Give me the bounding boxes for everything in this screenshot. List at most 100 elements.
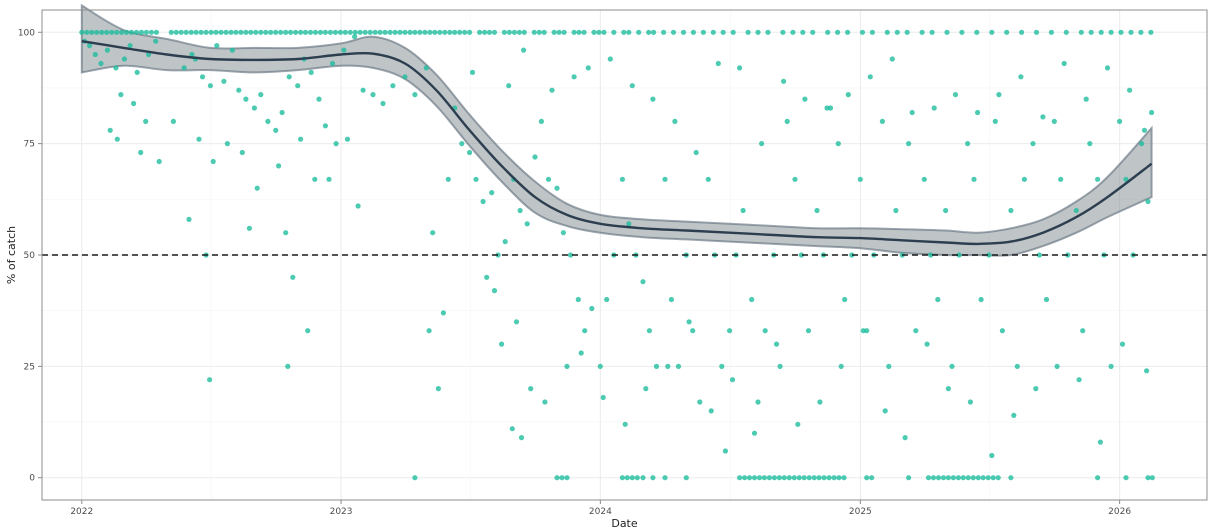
data-point [806,475,812,481]
data-point [564,363,570,369]
data-point [445,176,451,182]
data-point [607,56,613,62]
data-point [842,296,848,303]
data-point [417,29,423,35]
data-point [762,328,768,334]
data-point [1033,29,1040,35]
data-point [218,29,224,35]
data-point [524,221,530,227]
data-point [773,341,780,347]
data-point [1108,29,1114,35]
data-point [1043,296,1050,303]
data-point [412,29,418,35]
data-point [532,154,538,160]
data-point [561,29,567,35]
data-point [697,399,703,405]
data-point [283,230,289,236]
data-point [1033,386,1039,392]
data-point [1036,252,1042,258]
data-point [1095,176,1101,182]
data-point [104,47,110,53]
data-point [921,176,927,182]
data-point [805,328,812,334]
data-point [1098,29,1104,35]
data-point [1076,377,1082,383]
data-point [672,118,678,124]
data-point [902,435,908,441]
data-point [298,29,304,35]
data-point [528,386,534,392]
data-point [1073,207,1079,214]
data-point [127,43,133,49]
data-point [589,305,595,312]
data-point [295,83,301,89]
y-tick-label: 100 [18,28,35,38]
data-point [273,29,279,35]
data-point [950,475,957,481]
data-point [746,475,753,481]
data-point [889,56,895,62]
data-point [326,176,332,182]
data-point [286,74,292,80]
data-point [869,475,875,481]
data-point [1004,29,1010,35]
y-tick-label: 50 [24,251,36,261]
data-point [134,69,140,75]
data-point [559,475,565,481]
data-point [506,29,512,35]
data-point [263,29,269,35]
data-point [506,83,512,89]
data-point [1061,60,1067,67]
data-point [153,29,159,35]
data-point [960,475,966,481]
data-point [392,29,398,35]
data-point [765,29,771,35]
data-point [693,149,699,156]
data-point [796,475,802,481]
data-point [1088,29,1094,35]
data-point [322,123,328,129]
data-point [208,29,214,35]
data-point [113,65,119,71]
data-point [708,408,714,414]
data-point [824,105,830,111]
data-point [591,29,597,35]
data-point [1008,475,1014,481]
data-point [189,51,195,58]
data-point [447,29,453,35]
data-point [798,252,805,258]
data-point [575,296,581,303]
data-point [710,29,716,35]
data-point [1104,65,1111,71]
data-point [316,96,322,102]
data-point [811,475,817,481]
data-point [790,29,796,35]
data-point [285,363,291,369]
data-point [1030,141,1036,147]
data-point [626,29,632,35]
data-point [786,475,792,481]
data-point [965,475,971,481]
data-point [909,109,915,116]
data-point [1014,363,1020,369]
data-point [551,29,557,35]
data-point [199,74,206,80]
data-point [978,296,984,303]
x-tick-label: 2024 [589,507,612,517]
data-point [554,475,560,481]
data-point [742,475,748,481]
data-point [153,38,159,44]
data-point [683,475,689,481]
data-point [729,377,736,383]
data-point [904,29,910,35]
data-point [207,377,213,383]
data-point [925,475,932,481]
data-point [755,399,761,405]
data-point [864,475,870,481]
data-point [114,136,120,142]
data-point [924,341,930,347]
data-point [298,136,304,142]
data-point [1054,363,1060,369]
data-point [268,29,274,35]
data-point [1144,368,1150,374]
